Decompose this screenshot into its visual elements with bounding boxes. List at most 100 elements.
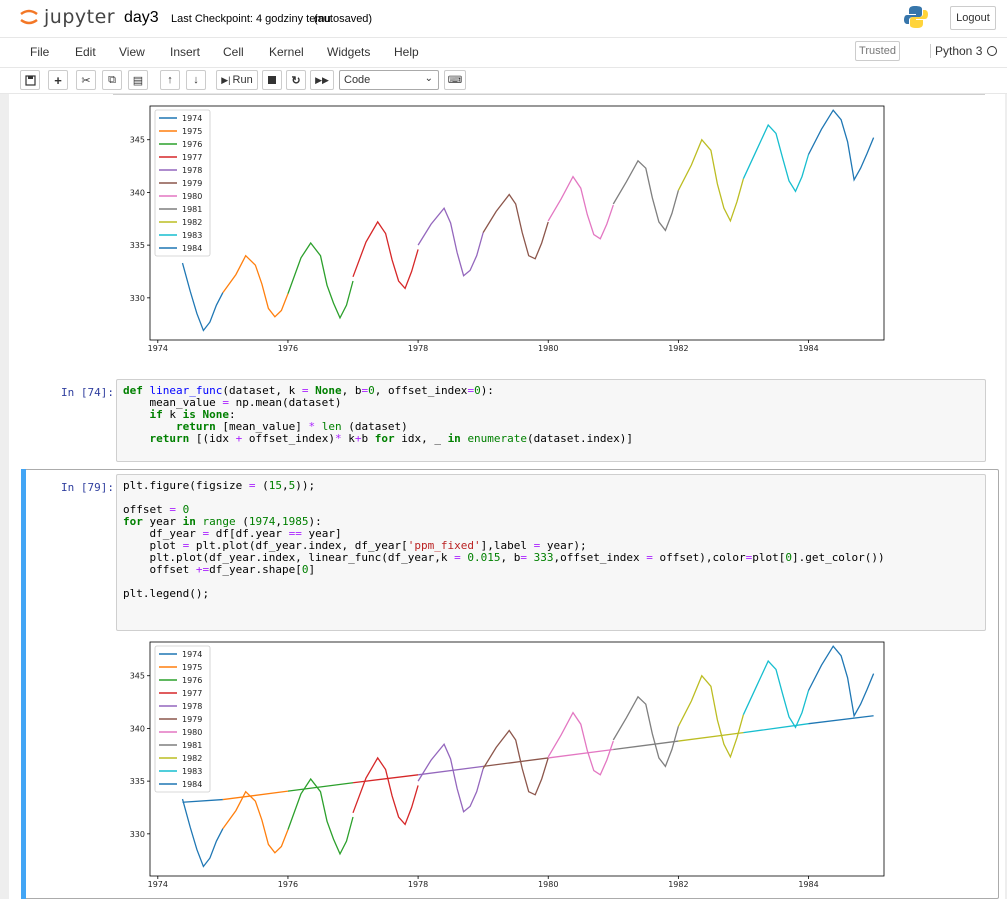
code-editor[interactable]: def linear_func(dataset, k = None, b=0, … <box>116 379 986 462</box>
y-tick-label: 330 <box>130 830 145 839</box>
series-line-1977 <box>352 220 419 290</box>
redo-icon: ↻ <box>291 74 301 87</box>
trend-line-1984 <box>808 715 874 725</box>
y-tick-label: 345 <box>130 136 145 145</box>
scissors-icon: ✂ <box>81 74 91 87</box>
restart-run-all-button[interactable]: ▶▶ <box>310 70 334 90</box>
series-line-1978 <box>417 742 484 813</box>
code-line: plt.legend(); <box>123 587 210 600</box>
cell-type-select[interactable]: Code ⌄ <box>339 70 439 90</box>
code-line: return [mean_value] * len (dataset) <box>175 420 408 433</box>
menu-kernel[interactable]: Kernel <box>269 45 304 59</box>
code-line: offset = 0 <box>123 503 190 516</box>
trusted-badge[interactable]: Trusted <box>855 41 900 61</box>
copy-icon: ⧉ <box>108 73 116 86</box>
menu-widgets[interactable]: Widgets <box>327 45 371 59</box>
y-tick-label: 340 <box>130 188 145 197</box>
plus-icon: + <box>54 72 62 88</box>
legend-label: 1983 <box>182 767 202 776</box>
paste-button[interactable]: ▤ <box>128 70 148 90</box>
menu-cell[interactable]: Cell <box>223 45 244 59</box>
chart-1: 1974 1976 1978 1980 1982 1984 330 335 340 345 1974… <box>130 105 885 353</box>
y-tick-label: 340 <box>130 724 145 733</box>
python-logo-icon <box>904 6 928 28</box>
legend-box <box>154 109 211 257</box>
x-tick-label: 1982 <box>668 344 688 353</box>
legend-label: 1975 <box>182 663 202 672</box>
menu-view[interactable]: View <box>119 45 145 59</box>
legend-label: 1978 <box>182 702 202 711</box>
legend-label: 1979 <box>182 179 202 188</box>
save-button[interactable] <box>20 70 40 90</box>
plot-area <box>149 641 885 877</box>
series-line-1983 <box>742 123 810 193</box>
menu-insert[interactable]: Insert <box>170 45 201 59</box>
code-line: plt.plot(df_year.index, linear_func(df_y… <box>123 551 885 564</box>
code-line: if k is None: <box>149 408 236 421</box>
code-line: plt.figure(figsize = (15,5)); <box>123 479 316 492</box>
series-line-1975 <box>222 790 289 854</box>
series-line-1974 <box>181 798 224 868</box>
series-line-1982 <box>677 674 745 759</box>
jupyter-icon <box>20 9 38 25</box>
legend-box <box>154 645 211 793</box>
code-line: offset +=df_year.shape[0] <box>123 563 316 576</box>
menu-file[interactable]: File <box>30 45 50 59</box>
legend-label: 1981 <box>182 205 202 214</box>
trend-line-1983 <box>743 723 809 734</box>
series-line-1977 <box>352 756 419 826</box>
series-line-1984 <box>807 645 875 718</box>
legend-label: 1974 <box>182 650 202 659</box>
menu-edit[interactable]: Edit <box>75 45 96 59</box>
notebook-container[interactable]: 1974 1976 1978 1980 1982 1984 330 335 340 345 1974… <box>9 94 1005 899</box>
y-tick-label: 345 <box>130 672 145 681</box>
paste-icon: ▤ <box>132 74 144 87</box>
code-line: plot = plt.plot(df_year.index, df_year['… <box>123 539 587 552</box>
cut-button[interactable]: ✂ <box>76 70 96 90</box>
copy-button[interactable]: ⧉ <box>102 70 122 90</box>
notebook-name[interactable]: day3 <box>124 9 159 26</box>
jupyter-logo[interactable]: jupyter <box>18 6 115 28</box>
code-editor[interactable]: plt.figure(figsize = (15,5)); offset = 0… <box>116 474 986 631</box>
legend-label: 1981 <box>182 741 202 750</box>
trend-line-1975 <box>222 790 289 801</box>
trend-line-1974 <box>182 798 223 803</box>
menu-help[interactable]: Help <box>394 45 419 59</box>
command-palette-button[interactable]: ⌨ <box>444 70 466 90</box>
legend-label: 1980 <box>182 192 202 201</box>
arrow-down-icon: ↓ <box>193 74 199 86</box>
trend-line-1982 <box>678 732 744 742</box>
x-tick-label: 1980 <box>538 880 558 889</box>
fast-forward-icon: ▶▶ <box>315 74 329 85</box>
trend-line-1976 <box>287 782 354 792</box>
legend-label: 1982 <box>182 218 202 227</box>
trend-line-1981 <box>613 740 679 751</box>
restart-button[interactable]: ↻ <box>286 70 306 90</box>
legend-label: 1977 <box>182 689 202 698</box>
menu-bar: File Edit View Insert Cell Kernel Widget… <box>0 38 1007 68</box>
legend-label: 1982 <box>182 754 202 763</box>
trend-line-1977 <box>352 774 419 784</box>
plot-area <box>149 105 885 341</box>
insert-cell-button[interactable]: + <box>48 70 68 90</box>
move-down-button[interactable]: ↓ <box>186 70 206 90</box>
step-forward-icon: ▶| <box>221 74 231 85</box>
legend-label: 1974 <box>182 114 202 123</box>
series-line-1983 <box>742 659 810 729</box>
series-line-1980 <box>547 175 614 240</box>
toolbar: + ✂ ⧉ ▤ ↑ ↓ ▶| Run ↻ ▶▶ Code ⌄ ⌨ <box>0 68 1007 94</box>
series-line-1979 <box>482 193 549 260</box>
series-line-1981 <box>612 695 680 768</box>
interrupt-button[interactable] <box>262 70 282 90</box>
logout-button[interactable]: Logout <box>950 6 996 30</box>
kernel-name[interactable]: Python 3 <box>930 44 982 58</box>
legend-label: 1983 <box>182 231 202 240</box>
trend-line-1979 <box>483 757 549 768</box>
legend-label: 1976 <box>182 140 202 149</box>
run-button[interactable]: ▶| Run <box>216 70 258 90</box>
legend-label: 1975 <box>182 127 202 136</box>
legend-label: 1984 <box>182 780 202 789</box>
x-tick-label: 1982 <box>668 880 688 889</box>
trend-line-1980 <box>548 748 614 759</box>
move-up-button[interactable]: ↑ <box>160 70 180 90</box>
